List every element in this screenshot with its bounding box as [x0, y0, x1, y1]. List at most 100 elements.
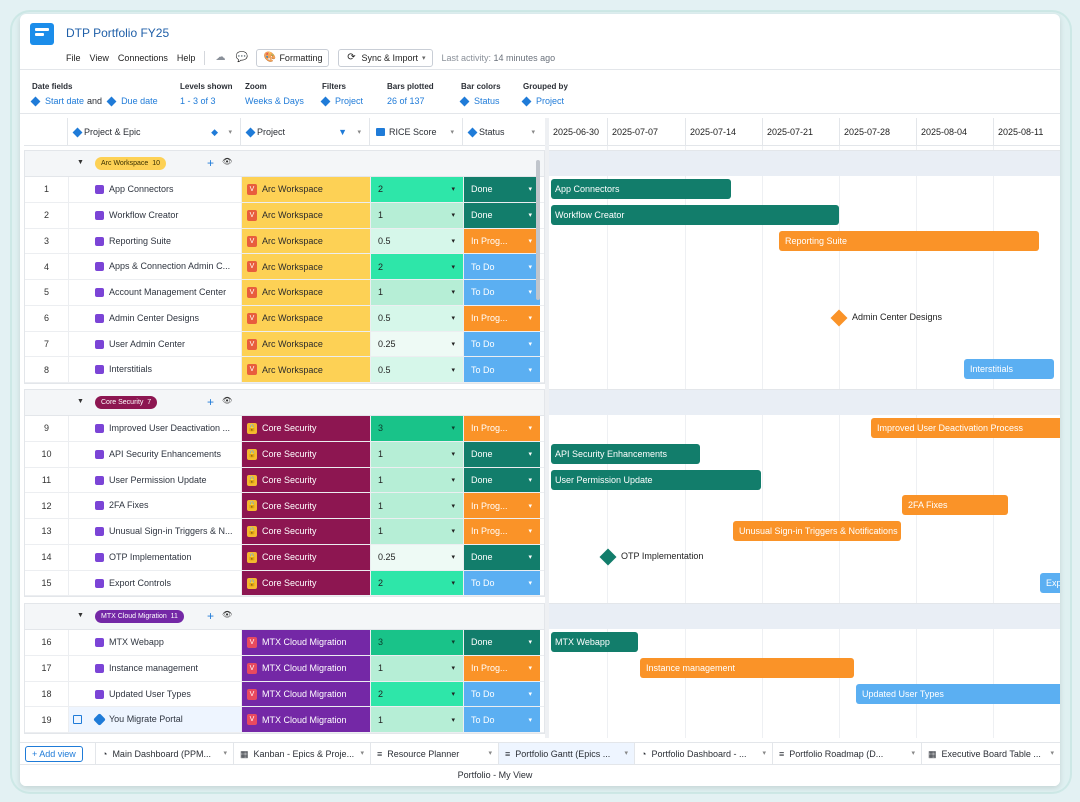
epic-link[interactable]: 2FA Fixes [109, 500, 149, 511]
gantt-bar[interactable]: API Security Enhancements [551, 443, 700, 464]
table-row[interactable]: 2 Workflow Creator V Arc Workspace 1 ▾ Do… [25, 202, 544, 229]
cloud-icon[interactable]: ☁ [215, 52, 226, 63]
menu-view[interactable]: View [89, 53, 109, 63]
menu-help[interactable]: Help [176, 53, 196, 63]
epic-link[interactable]: Unusual Sign-in Triggers & N... [109, 526, 233, 536]
zoom-filter[interactable]: Zoom Weeks & Days [245, 82, 304, 106]
epic-link[interactable]: Reporting Suite [109, 235, 172, 246]
rice-score-select[interactable]: 3 ▾ [370, 416, 463, 441]
comment-icon[interactable]: 💬 [235, 52, 248, 63]
epic-link[interactable]: Updated User Types [109, 688, 191, 699]
view-tab[interactable]: ▦ Kanban - Epics & Proje... ▾ [233, 743, 370, 765]
table-row[interactable]: 16 MTX Webapp V MTX Cloud Migration 3 ▾ D… [25, 630, 544, 656]
rice-score-select[interactable]: 3 ▾ [370, 630, 463, 655]
table-row[interactable]: 18 Updated User Types V MTX Cloud Migrat… [25, 681, 544, 708]
gantt-bar[interactable]: Workflow Creator [551, 204, 839, 225]
column-header-status[interactable]: Status ▾ [462, 118, 543, 146]
bars-plotted-filter[interactable]: Bars plotted 26 of 137 [387, 82, 434, 106]
gantt-bar[interactable]: App Connectors [551, 179, 731, 199]
table-row[interactable]: 10 API Security Enhancements 🔒 Core Secu… [25, 441, 544, 468]
rice-score-select[interactable]: 2 ▾ [370, 177, 463, 202]
gantt-bar[interactable]: Updated User Types [856, 683, 1060, 704]
project-cell[interactable]: V Arc Workspace [241, 177, 370, 202]
table-row[interactable]: 8 Interstitials V Arc Workspace 0.5 ▾ To … [25, 357, 544, 383]
epic-link[interactable]: Workflow Creator [109, 209, 179, 220]
epic-link[interactable]: User Admin Center [109, 338, 186, 349]
project-cell[interactable]: V Arc Workspace [241, 280, 370, 305]
rice-score-select[interactable]: 1 ▾ [370, 467, 463, 493]
rice-score-select[interactable]: 0.5 ▾ [370, 357, 463, 382]
epic-link[interactable]: Account Management Center [109, 287, 227, 297]
rice-score-select[interactable]: 1 ▾ [370, 441, 463, 467]
epic-cell[interactable]: Improved User Deactivation ... [68, 416, 241, 441]
epic-cell[interactable]: Updated User Types [68, 681, 241, 707]
table-row[interactable]: 19 You Migrate Portal V MTX Cloud Migrat… [25, 707, 544, 733]
add-row-icon[interactable]: + [207, 395, 215, 409]
project-cell[interactable]: 🔒 Core Security [241, 570, 370, 596]
rice-score-select[interactable]: 0.25 ▾ [370, 544, 463, 570]
rice-score-select[interactable]: 1 ▾ [370, 655, 463, 681]
view-tab[interactable]: ◔ Portfolio Dashboard - ... ▾ [634, 743, 772, 765]
levels-shown-filter[interactable]: Levels shown 1 - 3 of 3 [180, 82, 233, 106]
status-select[interactable]: In Prog... ▾ [463, 655, 540, 681]
project-cell[interactable]: V Arc Workspace [241, 202, 370, 228]
hide-icon[interactable]: 👁 [222, 396, 233, 405]
table-row[interactable]: 5 Account Management Center V Arc Worksp… [25, 280, 544, 306]
epic-link[interactable]: Export Controls [109, 577, 172, 588]
epic-cell[interactable]: Apps & Connection Admin C... [68, 254, 241, 279]
add-row-icon[interactable]: + [207, 156, 215, 170]
rice-score-select[interactable]: 1 ▾ [370, 202, 463, 228]
filters-filter[interactable]: Filters Project [320, 82, 364, 106]
view-tab[interactable]: ▦ Executive Board Table ... ▾ [921, 743, 1060, 765]
table-row[interactable]: 6 Admin Center Designs V Arc Workspace 0… [25, 305, 544, 332]
bar-colors-filter[interactable]: Bar colors Status [459, 82, 501, 106]
epic-cell[interactable]: User Permission Update [68, 467, 241, 493]
gantt-bar[interactable]: Instance management [640, 657, 854, 678]
project-cell[interactable]: 🔒 Core Security [241, 519, 370, 544]
status-select[interactable]: Done ▾ [463, 441, 540, 467]
column-header-epic[interactable]: Project & Epic ◆ ▾ [67, 118, 240, 146]
epic-cell[interactable]: Workflow Creator [68, 202, 241, 228]
view-tab[interactable]: ≡ Portfolio Roadmap (D... ▾ [772, 743, 921, 765]
epic-link[interactable]: OTP Implementation [109, 551, 192, 562]
epic-cell[interactable]: 2FA Fixes [68, 493, 241, 518]
formatting-button[interactable]: 🎨 Formatting [256, 49, 330, 67]
status-select[interactable]: To Do ▾ [463, 254, 540, 279]
menu-file[interactable]: File [66, 53, 81, 63]
status-select[interactable]: To Do ▾ [463, 331, 540, 357]
table-row[interactable]: 3 Reporting Suite V Arc Workspace 0.5 ▾ I… [25, 228, 544, 255]
project-cell[interactable]: V Arc Workspace [241, 331, 370, 357]
rice-score-select[interactable]: 0.5 ▾ [370, 305, 463, 331]
sync-import-button[interactable]: ⟳ Sync & Import ▾ [338, 49, 433, 67]
epic-link[interactable]: API Security Enhancements [109, 448, 222, 459]
epic-cell[interactable]: User Admin Center [68, 331, 241, 357]
table-row[interactable]: 11 User Permission Update 🔒 Core Securit… [25, 467, 544, 494]
table-row[interactable]: 7 User Admin Center V Arc Workspace 0.25… [25, 331, 544, 358]
epic-cell[interactable]: OTP Implementation [68, 544, 241, 570]
status-select[interactable]: In Prog... ▾ [463, 305, 540, 331]
app-title[interactable]: DTP Portfolio FY25 [66, 26, 170, 40]
gantt-bar[interactable]: 2FA Fixes [902, 495, 1008, 516]
status-select[interactable]: To Do ▾ [463, 357, 540, 382]
epic-cell[interactable]: You Migrate Portal [68, 707, 241, 732]
hide-icon[interactable]: 👁 [222, 157, 233, 166]
table-row[interactable]: 14 OTP Implementation 🔒 Core Security 0.… [25, 544, 544, 571]
project-cell[interactable]: 🔒 Core Security [241, 493, 370, 518]
hide-icon[interactable]: 👁 [222, 610, 233, 619]
table-row[interactable]: 12 2FA Fixes 🔒 Core Security 1 ▾ In Prog.… [25, 493, 544, 519]
epic-link[interactable]: App Connectors [109, 184, 174, 194]
milestone-diamond-icon[interactable] [599, 548, 617, 566]
epic-link[interactable]: User Permission Update [109, 474, 207, 485]
gantt-bar[interactable]: Unusual Sign-in Triggers & Notifications [733, 521, 901, 541]
epic-link[interactable]: You Migrate Portal [109, 714, 183, 725]
epic-link[interactable]: MTX Webapp [109, 637, 164, 647]
gantt-bar[interactable]: Exp [1040, 572, 1060, 593]
status-select[interactable]: To Do ▾ [463, 570, 540, 596]
status-select[interactable]: Done ▾ [463, 177, 540, 202]
epic-cell[interactable]: Instance management [68, 655, 241, 681]
rice-score-select[interactable]: 1 ▾ [370, 519, 463, 544]
project-cell[interactable]: V MTX Cloud Migration [241, 681, 370, 707]
status-select[interactable]: In Prog... ▾ [463, 519, 540, 544]
project-cell[interactable]: V MTX Cloud Migration [241, 707, 370, 732]
project-cell[interactable]: V MTX Cloud Migration [241, 655, 370, 681]
